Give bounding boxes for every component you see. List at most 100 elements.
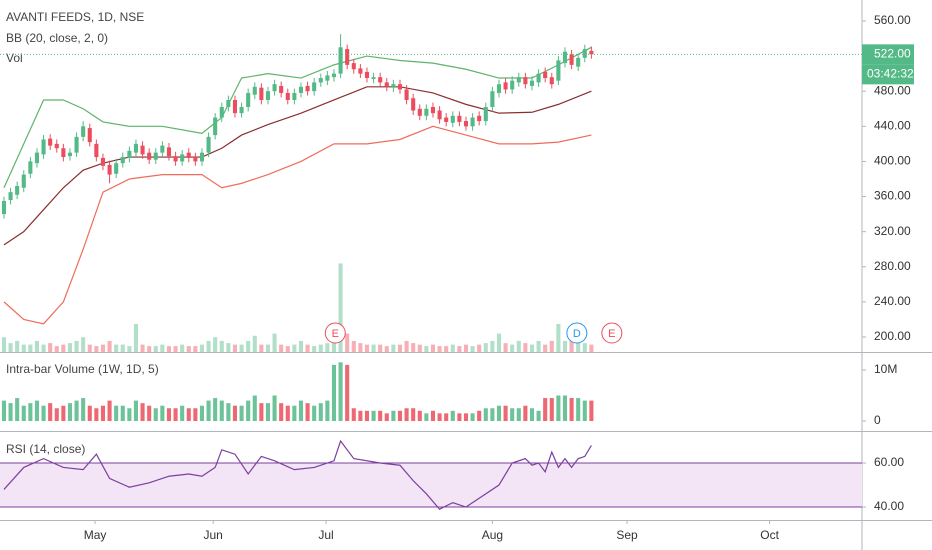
volume-bar: [34, 340, 40, 352]
candle-body: [318, 78, 323, 83]
bar: [87, 405, 92, 422]
volume-bar: [371, 344, 376, 352]
y-tick-label: 360.00: [874, 189, 911, 203]
volume-bar: [358, 343, 363, 352]
event-marker: [566, 322, 588, 344]
bar: [582, 400, 587, 422]
bar: [384, 413, 389, 422]
volume-bar: [41, 344, 46, 352]
candle-body: [470, 117, 475, 127]
volume-bar: [94, 346, 99, 352]
candle-body: [173, 156, 178, 162]
bar: [543, 398, 548, 422]
y-tick-label: 280.00: [874, 259, 911, 273]
volume-bar: [477, 344, 482, 352]
candle-body: [226, 99, 231, 108]
volume-bar: [298, 340, 304, 352]
candle-body: [147, 152, 152, 160]
bar: [424, 413, 429, 422]
bar: [457, 413, 462, 422]
candle-body: [127, 150, 132, 158]
candle-body: [265, 91, 271, 100]
volume-bar: [430, 344, 436, 352]
candle-body: [523, 77, 528, 85]
candle-body: [364, 71, 370, 79]
bar: [556, 395, 561, 422]
volume-bar: [411, 343, 416, 352]
bar: [463, 413, 469, 422]
bar: [246, 400, 251, 422]
event-label: E: [608, 328, 615, 340]
candle-body: [160, 145, 165, 153]
volume-bar: [193, 346, 198, 352]
y-tick-label: 10M: [874, 362, 897, 376]
candle-body: [397, 84, 403, 90]
bar: [318, 403, 323, 422]
candle-body: [279, 85, 284, 93]
volume-bar: [543, 344, 548, 352]
volume-bar: [331, 340, 337, 352]
volume-bar: [345, 333, 350, 352]
volume-bar: [529, 344, 535, 352]
volume-bar: [391, 344, 396, 352]
candle-body: [351, 63, 356, 70]
bar: [404, 408, 409, 422]
y-tick-label: 40.00: [874, 499, 904, 513]
x-tick-label: Jun: [204, 528, 223, 542]
volume-bar: [232, 344, 238, 352]
event-marker: [601, 322, 623, 344]
volume-bar: [463, 344, 469, 352]
candle-body: [41, 139, 46, 155]
volume-bar: [417, 344, 422, 352]
candle-body: [67, 152, 73, 157]
candle-body: [536, 73, 541, 83]
candle-body: [424, 108, 429, 116]
volume-bar: [364, 344, 370, 352]
bar: [147, 405, 152, 422]
y-tick-label: 0: [874, 413, 881, 427]
bar: [41, 405, 46, 422]
volume-bar: [536, 340, 541, 352]
candle-body: [153, 152, 158, 160]
bar: [391, 410, 396, 422]
indicator-label: Vol: [6, 51, 23, 65]
bar: [510, 408, 515, 422]
bar: [331, 364, 337, 422]
volume-bar: [582, 343, 587, 352]
bar: [186, 408, 191, 422]
candle-body: [120, 157, 125, 164]
candle-body: [15, 186, 20, 195]
event-label: D: [573, 328, 581, 340]
bar: [28, 403, 33, 422]
bar: [21, 405, 26, 422]
bar: [219, 400, 224, 422]
candle-body: [404, 89, 409, 100]
candle-body: [298, 86, 304, 93]
volume-bar: [503, 343, 508, 352]
volume-bar: [444, 346, 449, 352]
bollinger-band: [3, 125, 592, 325]
volume-bar: [140, 344, 145, 352]
bar: [569, 398, 574, 422]
candle-body: [490, 91, 495, 108]
volume-bar: [516, 340, 521, 352]
bar: [312, 405, 317, 422]
candle-body: [371, 77, 376, 79]
bar: [351, 408, 356, 422]
volume-bar: [338, 263, 343, 352]
bar: [364, 410, 370, 422]
bar: [193, 408, 198, 422]
bar: [417, 410, 422, 422]
volume-bar: [147, 346, 152, 352]
volume-bar: [305, 344, 310, 352]
volume-bar: [219, 340, 224, 352]
bar: [298, 400, 304, 422]
candle-body: [48, 138, 53, 146]
volume-bar: [160, 344, 165, 352]
volume-bar: [437, 346, 442, 352]
candle-body: [576, 57, 581, 67]
bar: [127, 408, 132, 422]
bar: [34, 400, 40, 422]
bar: [206, 400, 211, 422]
